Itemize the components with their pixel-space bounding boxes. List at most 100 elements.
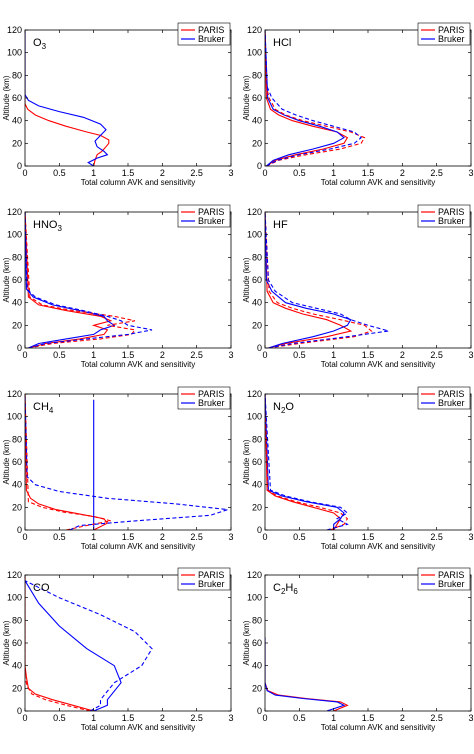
gas-label: HCl: [273, 37, 291, 49]
legend-label-paris: PARIS: [198, 389, 224, 399]
x-tick-label: 3: [228, 350, 233, 360]
y-tick-label: 20: [12, 138, 22, 148]
x-tick-label: 1.5: [122, 532, 135, 542]
legend-label-bruker: Bruker: [438, 34, 465, 44]
y-tick-label: 100: [7, 593, 22, 603]
x-tick-label: 2: [400, 713, 405, 723]
legend-label-paris: PARIS: [198, 25, 224, 35]
legend-label-bruker: Bruker: [198, 34, 225, 44]
y-tick-label: 0: [257, 343, 262, 353]
y-tick-label: 0: [17, 706, 22, 716]
series-line-bruker-dashed: [25, 394, 228, 530]
y-tick-label: 40: [12, 116, 22, 126]
x-tick-label: 0.5: [293, 532, 306, 542]
gas-label-text: H: [285, 582, 293, 594]
y-tick-label: 100: [7, 230, 22, 240]
chart-panel-4: 0 0.5 1 1.5 2 2.5 3 0 20 40 60 80 100 120 Total column…: [242, 204, 474, 369]
series-line-paris-solid: [265, 637, 349, 711]
x-tick-label: 3: [468, 532, 473, 542]
y-axis-label: Altitude (km): [2, 257, 11, 302]
gas-label: CO: [33, 582, 50, 594]
y-axis-label: Altitude (km): [2, 439, 11, 484]
y-axis-label: Altitude (km): [242, 75, 251, 120]
x-tick-label: 0.5: [53, 350, 66, 360]
y-tick-label: 60: [12, 457, 22, 467]
y-tick-label: 80: [12, 70, 22, 80]
series-line-bruker-dashed: [265, 394, 349, 530]
gas-label-text: HNO: [33, 219, 58, 231]
y-tick-label: 40: [12, 480, 22, 490]
legend-label-paris: PARIS: [198, 207, 224, 217]
y-tick-label: 120: [247, 207, 262, 217]
y-tick-label: 60: [12, 275, 22, 285]
series-line-paris-dashed: [265, 30, 366, 166]
y-tick-label: 80: [12, 615, 22, 625]
legend-label-paris: PARIS: [438, 207, 464, 217]
gas-label-subscript: 2: [281, 587, 286, 596]
x-tick-label: 0.5: [293, 350, 306, 360]
y-axis-label: Altitude (km): [242, 439, 251, 484]
x-tick-label: 3: [468, 713, 473, 723]
x-tick-label: 1: [91, 350, 96, 360]
gas-label-text: O: [285, 401, 294, 413]
gas-label-text: C: [273, 582, 281, 594]
y-tick-label: 0: [257, 161, 262, 171]
x-tick-label: 2: [160, 168, 165, 178]
gas-label-subscript: 3: [42, 42, 47, 51]
series-line-paris-solid: [265, 394, 342, 530]
x-tick-label: 2.5: [430, 713, 443, 723]
y-tick-label: 0: [257, 706, 262, 716]
chart-panel-5: 0 0.5 1 1.5 2 2.5 3 0 20 40 60 80 100 120 Total column…: [2, 386, 234, 551]
y-tick-label: 80: [252, 252, 262, 262]
x-tick-label: 0: [262, 168, 267, 178]
series-line-bruker-dashed: [25, 212, 153, 348]
series-line-bruker-solid: [265, 394, 345, 530]
x-tick-label: 1: [91, 713, 96, 723]
series-line-bruker-solid: [25, 580, 122, 711]
y-tick-label: 40: [252, 298, 262, 308]
x-tick-label: 1.5: [362, 168, 375, 178]
x-tick-label: 1: [331, 713, 336, 723]
x-tick-label: 2: [400, 532, 405, 542]
y-tick-label: 80: [252, 70, 262, 80]
y-tick-label: 60: [252, 638, 262, 648]
x-tick-label: 2: [400, 168, 405, 178]
gas-label-text: N: [273, 401, 281, 413]
x-tick-label: 3: [468, 350, 473, 360]
gas-label-text: HF: [273, 219, 288, 231]
legend-label-bruker: Bruker: [198, 216, 225, 226]
x-axis-label: Total column AVK and sensitivity: [321, 360, 436, 369]
y-tick-label: 120: [7, 389, 22, 399]
plot-frame: [264, 29, 472, 167]
gas-label: HF: [273, 219, 288, 231]
chart-panel-2: 0 0.5 1 1.5 2 2.5 3 0 20 40 60 80 100 120 Total column…: [242, 22, 474, 187]
x-tick-label: 1: [331, 168, 336, 178]
x-tick-label: 1.5: [362, 350, 375, 360]
x-tick-label: 0.5: [293, 168, 306, 178]
series-line-bruker-dashed: [25, 580, 153, 711]
x-tick-label: 1.5: [122, 713, 135, 723]
series-line-paris-solid: [25, 212, 113, 348]
y-tick-label: 80: [12, 434, 22, 444]
series-line-paris-solid: [265, 30, 349, 166]
y-tick-label: 40: [252, 480, 262, 490]
gas-label: C2H6: [273, 582, 298, 596]
series-line-bruker-solid: [25, 30, 109, 166]
x-tick-label: 0: [22, 168, 27, 178]
y-tick-label: 40: [12, 298, 22, 308]
y-tick-label: 20: [252, 320, 262, 330]
y-tick-label: 20: [252, 683, 262, 693]
y-tick-label: 0: [17, 343, 22, 353]
plot-frame: [264, 211, 472, 349]
series-line-bruker-solid: [25, 212, 116, 348]
y-tick-label: 100: [7, 412, 22, 422]
gas-label: N2O: [273, 401, 294, 415]
chart-panel-8: 0 0.5 1 1.5 2 2.5 3 0 20 40 60 80 100 120 Total column…: [242, 567, 474, 732]
x-tick-label: 2.5: [190, 532, 203, 542]
y-tick-label: 40: [12, 661, 22, 671]
x-tick-label: 1.5: [362, 713, 375, 723]
chart-panel-3: 0 0.5 1 1.5 2 2.5 3 0 20 40 60 80 100 120 Total column…: [2, 204, 234, 369]
